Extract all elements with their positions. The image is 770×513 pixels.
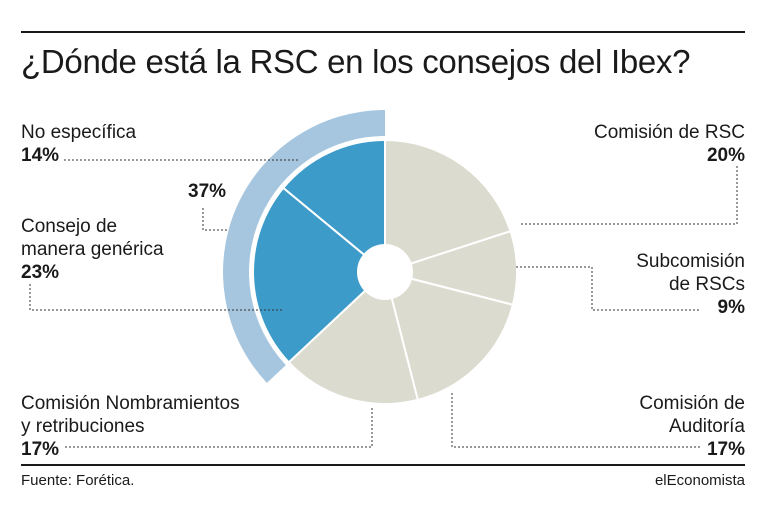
slice-comision-de-rsc: [384, 138, 512, 274]
label-nombramientos: Comisión Nombramientos y retribuciones 1…: [21, 392, 240, 461]
label-subcomision-value: 9%: [717, 297, 745, 318]
brand-logo-text: elEconomista: [654, 472, 745, 489]
group-total-label: 37%: [188, 181, 227, 202]
slice-no-especifica: [281, 138, 386, 275]
slice-comision-de-auditoria: [383, 270, 515, 402]
label-auditoria-value: 17%: [706, 439, 745, 460]
label-consejo: Consejo de manera genérica 23%: [21, 215, 164, 284]
chart-title: ¿Dónde está la RSC en los consejos del I…: [21, 43, 691, 80]
label-no-especifica-value: 14%: [21, 145, 60, 166]
label-auditoria: Comisión de Auditoría 17%: [639, 392, 745, 461]
leader-group: [202, 208, 228, 231]
label-consejo-value: 23%: [21, 262, 60, 283]
label-comision-rsc-value: 20%: [706, 145, 745, 166]
leader-comision-rsc: [520, 166, 738, 225]
label-auditoria-name-1: Comisión de: [639, 393, 745, 414]
slice-comision-nombramientos-y-retribuciones: [287, 270, 420, 405]
label-subcomision: Subcomisión de RSCs 9%: [636, 250, 745, 319]
source-note: Fuente: Forética.: [21, 472, 135, 489]
label-comision-rsc: Comisión de RSC 20%: [594, 121, 745, 167]
top-rule: [21, 31, 745, 33]
label-nombramientos-name-1: Comisión Nombramientos: [21, 393, 240, 414]
label-subcomision-name-2: de RSCs: [668, 274, 745, 295]
label-consejo-name-2: manera genérica: [21, 239, 164, 260]
label-subcomision-name-1: Subcomisión: [636, 251, 745, 272]
group-ring: [222, 110, 385, 383]
label-nombramientos-name-2: y retribuciones: [21, 416, 145, 437]
label-nombramientos-value: 17%: [21, 439, 60, 460]
slice-consejo-de-manera-generica: [252, 186, 387, 364]
leader-nombramientos: [64, 408, 373, 448]
leader-subcomision: [516, 266, 700, 311]
label-consejo-name-1: Consejo de: [21, 216, 118, 237]
leader-auditoria: [451, 393, 702, 448]
bottom-rule: [21, 464, 745, 466]
label-no-especifica: No específica 14%: [21, 121, 136, 167]
donut-hole: [357, 244, 413, 300]
label-comision-rsc-name: Comisión de RSC: [594, 122, 745, 143]
label-no-especifica-name: No específica: [21, 122, 137, 143]
label-auditoria-name-2: Auditoría: [668, 416, 745, 437]
leader-consejo: [29, 284, 282, 311]
